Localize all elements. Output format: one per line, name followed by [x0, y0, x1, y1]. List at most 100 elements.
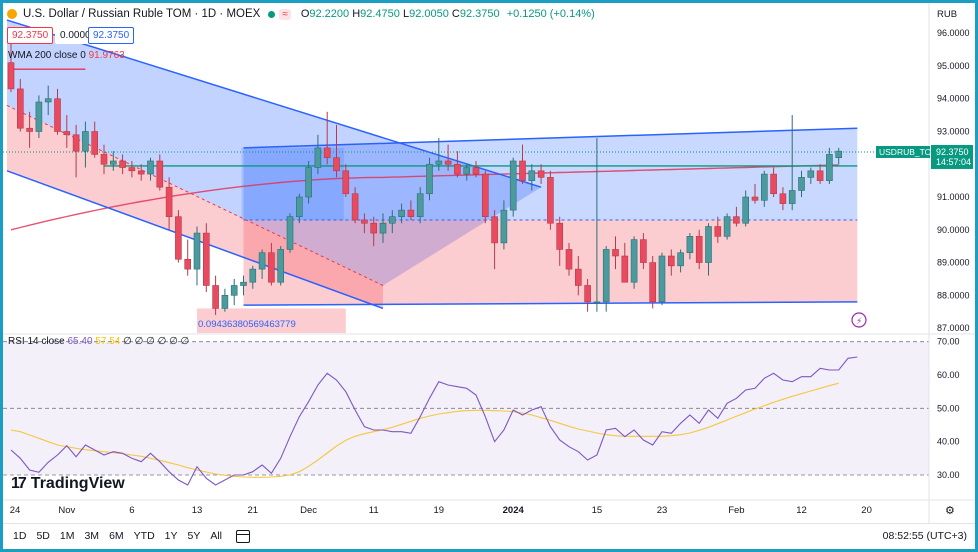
time-tick-label: Nov: [58, 505, 75, 516]
candle-body: [240, 281, 247, 286]
candle-body: [807, 170, 815, 178]
date-range-calendar-icon[interactable]: [236, 529, 251, 543]
candle-body: [584, 285, 591, 303]
timeframe-1y[interactable]: 1Y: [164, 530, 178, 542]
timeframe-3m[interactable]: 3M: [84, 530, 100, 542]
candle-body: [370, 222, 378, 234]
candle-body: [658, 255, 666, 303]
price-tick-label: 93.0000: [937, 126, 970, 136]
candle-body: [463, 167, 471, 175]
currency-label[interactable]: RUB: [937, 9, 958, 20]
candle-body: [295, 196, 303, 217]
candle-body: [454, 163, 461, 175]
tradingview-mark-icon: 17: [11, 475, 27, 492]
candle-body: [258, 252, 266, 270]
rsi-tick-label: 30.00: [937, 470, 960, 480]
candle-body: [7, 62, 15, 90]
candle-body: [175, 216, 182, 260]
chart-canvas: 0.09436380569463779 ⚡ 96.000095.000094.00…: [3, 3, 975, 523]
candle-body: [835, 150, 843, 159]
timeframe-1m[interactable]: 1M: [59, 530, 75, 542]
lightning-glyph: ⚡: [856, 317, 862, 327]
high-value: 92.4750: [360, 8, 400, 20]
change-value: +0.1250 (+0.14%): [506, 8, 595, 20]
rsi-pane: [3, 341, 929, 486]
candle-body: [537, 170, 545, 178]
candle-body: [165, 186, 173, 217]
time-tick-label: Feb: [728, 505, 744, 516]
rsi-value: 65.40: [67, 336, 93, 347]
candle-body: [305, 167, 312, 198]
candle-body: [314, 147, 322, 168]
open-value: 92.2200: [309, 8, 350, 20]
candle-body: [72, 134, 80, 152]
rsi-tick-label: 60.00: [937, 370, 960, 380]
fib-bottom-box: [197, 308, 346, 333]
rsi-line: [10, 356, 858, 486]
timeframe-ytd[interactable]: YTD: [133, 530, 155, 542]
rsi-ma-value: 57.54: [95, 336, 121, 347]
candle-body: [630, 239, 638, 283]
candle-body: [268, 252, 275, 283]
candle-body: [82, 131, 89, 152]
price-tick-label: 90.0000: [937, 225, 970, 235]
candle-body: [491, 216, 498, 244]
axes: 96.000095.000094.000093.000092.000091.00…: [3, 3, 975, 523]
time-tick-label: 11: [369, 505, 379, 516]
candle-body: [323, 147, 331, 159]
candle-body: [742, 196, 750, 224]
candle-body: [667, 255, 675, 267]
candle-body: [612, 249, 619, 257]
candle-body: [212, 285, 219, 309]
down-channel-upper-line: [6, 19, 542, 188]
candle-body: [556, 222, 564, 250]
chart-window: 0.09436380569463779 ⚡ 96.0000 95.0000 94.00…: [3, 3, 975, 549]
candle-body: [770, 173, 777, 195]
candle-body: [500, 209, 508, 244]
candle-body: [203, 232, 210, 286]
symbol-title[interactable]: U.S. Dollar / Russian Ruble TOM · 1D · M…: [23, 8, 261, 20]
candle-body: [221, 295, 229, 309]
time-tick-label: 13: [192, 505, 203, 516]
sell-price-box[interactable]: 92.3750: [7, 27, 54, 44]
timeframe-5d[interactable]: 5D: [36, 530, 50, 542]
candle-body: [342, 170, 350, 195]
wma-legend[interactable]: WMA 200 close 0 91.9763: [8, 50, 125, 61]
clock-readout: 08:52:55 (UTC+3): [882, 530, 967, 542]
tradingview-logo: 17 TradingView: [11, 475, 125, 493]
buy-price-box[interactable]: 92.3750: [88, 27, 135, 44]
candle-body: [17, 88, 24, 129]
gear-icon[interactable]: ⚙: [945, 505, 955, 517]
lightning-icon: [851, 312, 867, 328]
timeframe-5y[interactable]: 5Y: [187, 530, 201, 542]
candle-body: [779, 193, 787, 204]
candle-body: [119, 160, 126, 168]
timeframe-1d[interactable]: 1D: [13, 530, 27, 542]
candle-body: [147, 160, 154, 175]
close-value: 92.3750: [459, 8, 500, 20]
candle-body: [733, 216, 740, 224]
symbol-tag: USDRUB_TOM: [879, 147, 938, 157]
down-channel-upper-fill: [7, 20, 542, 286]
time-tick-label: 6: [129, 505, 134, 516]
candle-body: [574, 268, 582, 286]
candle-body: [35, 101, 43, 132]
toolbar-divider: [3, 523, 975, 524]
wma-200-line: [10, 164, 839, 231]
candle-body: [277, 249, 285, 283]
rsi-legend[interactable]: RSI 14 close 65.40 57.54 ∅ ∅ ∅ ∅ ∅ ∅: [8, 336, 189, 347]
rsi-tick-label: 50.00: [937, 403, 960, 413]
timeframe-all[interactable]: All: [210, 530, 223, 542]
candle-body: [426, 163, 433, 195]
rsi-label: RSI 14 close: [8, 336, 65, 347]
candle-body: [137, 170, 145, 175]
rsi-ma-line: [10, 382, 839, 478]
time-tick-label: Dec: [300, 505, 317, 516]
time-tick-label: 21: [248, 505, 259, 516]
flat-channel-upper-line: [243, 127, 858, 149]
candle-body: [751, 196, 759, 201]
candle-body: [798, 177, 805, 191]
ohlc-readout: O92.2200 H92.4750 L92.0050 C92.3750 +0.1…: [300, 8, 595, 20]
price-pane: 0.09436380569463779 ⚡: [3, 19, 929, 333]
timeframe-6m[interactable]: 6M: [109, 530, 124, 542]
